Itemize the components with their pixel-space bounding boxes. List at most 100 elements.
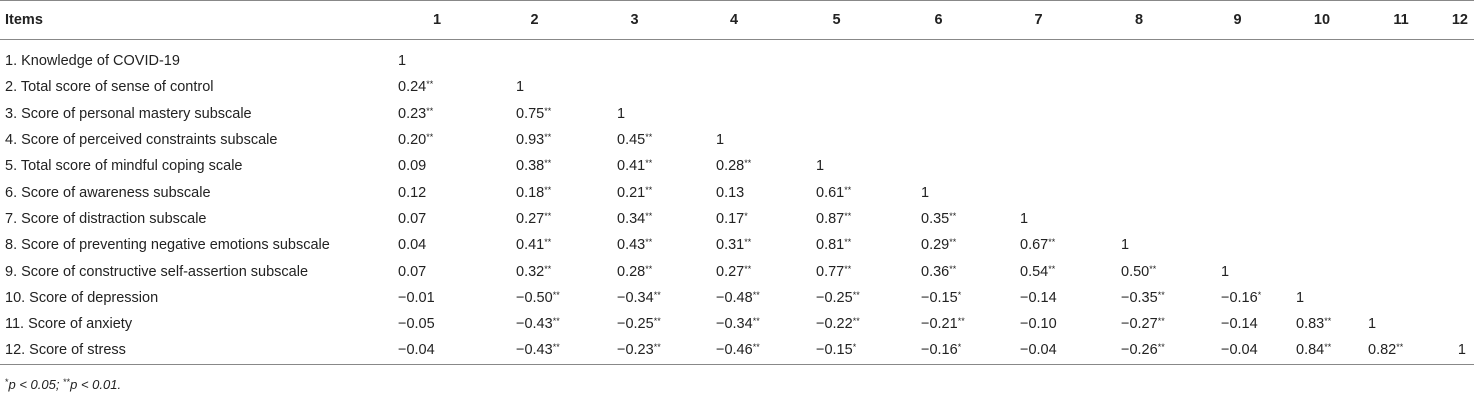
table-cell: −0.16*	[889, 337, 988, 365]
significance-marker: **	[1324, 342, 1332, 353]
table-cell	[1189, 74, 1286, 100]
table-cell: −0.25**	[784, 285, 889, 311]
cell-value: 1	[1296, 289, 1305, 306]
table-row: 3. Score of personal mastery subscale 0.2…	[0, 101, 1474, 127]
row-label: 6. Score of awareness subscale	[5, 184, 211, 201]
cell-value: 1	[816, 158, 825, 175]
table-cell: −0.27**	[1089, 311, 1189, 337]
table-cell: −0.43**	[484, 311, 585, 337]
table-cell	[1444, 127, 1474, 153]
table-cell	[1189, 153, 1286, 179]
table-cell	[1358, 127, 1444, 153]
significance-marker: **	[544, 237, 552, 248]
table-cell	[1444, 179, 1474, 205]
table-cell	[1286, 258, 1358, 284]
significance-marker: **	[852, 316, 860, 327]
table-cell	[1286, 206, 1358, 232]
significance-marker: **	[426, 132, 434, 143]
table-cell: 1	[1089, 232, 1189, 258]
significance-marker: **	[426, 105, 434, 116]
cell-value: 0.24	[398, 79, 427, 96]
significance-marker: **	[552, 342, 560, 353]
table-cell: −0.26**	[1089, 337, 1189, 365]
table-cell	[1358, 206, 1444, 232]
table-cell: 1	[1189, 258, 1286, 284]
cell-value: 0.82	[1368, 342, 1397, 359]
column-header-4: 4	[684, 0, 784, 40]
table-cell	[585, 74, 684, 100]
cell-value: 0.31	[716, 237, 745, 254]
table-cell	[1286, 101, 1358, 127]
footnote-text-single: p < 0.05;	[8, 376, 64, 392]
table-cell: −0.05	[390, 311, 484, 337]
significance-marker: **	[752, 316, 760, 327]
table-cell	[988, 74, 1089, 100]
table-cell: 0.45**	[585, 127, 684, 153]
table-cell	[1444, 258, 1474, 284]
significance-marker: **	[653, 316, 661, 327]
significance-marker: **	[544, 158, 552, 169]
table-cell	[1444, 153, 1474, 179]
row-label: 3. Score of personal mastery subscale	[5, 105, 252, 122]
table-cell	[988, 179, 1089, 205]
table-cell: 0.24**	[390, 74, 484, 100]
column-header-11: 11	[1358, 0, 1444, 40]
cell-value: 0.87	[816, 210, 845, 227]
table-row: 8. Score of preventing negative emotions…	[0, 232, 1474, 258]
table-cell: 0.32**	[484, 258, 585, 284]
column-header-2: 2	[484, 0, 585, 40]
significance-marker: **	[949, 237, 957, 248]
cell-value: 0.38	[516, 158, 545, 175]
cell-value: 0.67	[1020, 237, 1049, 254]
row-label: 11. Score of anxiety	[5, 316, 133, 333]
significance-marker: **	[552, 289, 560, 300]
significance-marker: **	[949, 263, 957, 274]
column-header-6: 6	[889, 0, 988, 40]
cell-value: 1	[1020, 210, 1029, 227]
cell-value: 0.27	[716, 263, 745, 280]
table-cell: 0.31**	[684, 232, 784, 258]
table-cell: 1	[1286, 285, 1358, 311]
table-cell: 0.38**	[484, 153, 585, 179]
table-row: 6. Score of awareness subscale 0.12 0.18**…	[0, 179, 1474, 205]
cell-value: −0.43	[516, 342, 553, 359]
significance-marker: **	[949, 210, 957, 221]
significance-marker: **	[544, 263, 552, 274]
significance-marker: **	[1157, 289, 1165, 300]
cell-value: −0.27	[1121, 316, 1158, 333]
table-row: 11. Score of anxiety −0.05 −0.43** −0.25** −…	[0, 311, 1474, 337]
table-cell	[1358, 285, 1444, 311]
table-cell	[1189, 179, 1286, 205]
table-cell	[889, 40, 988, 75]
table-cell	[1089, 153, 1189, 179]
table-cell: 1	[988, 206, 1089, 232]
significance-marker: **	[645, 210, 653, 221]
table-cell	[1358, 232, 1444, 258]
table-cell	[784, 101, 889, 127]
significance-marker: **	[645, 184, 653, 195]
table-cell	[784, 127, 889, 153]
table-cell: 0.18**	[484, 179, 585, 205]
cell-value: 0.07	[398, 210, 427, 227]
table-cell: 0.83**	[1286, 311, 1358, 337]
row-label: 5. Total score of mindful coping scale	[5, 158, 243, 175]
table-cell: −0.21**	[889, 311, 988, 337]
footnote: *p < 0.05; **p < 0.01.	[0, 377, 1474, 392]
items-column-header: Items	[0, 0, 390, 40]
table-cell: 0.61**	[784, 179, 889, 205]
significance-marker: *	[957, 289, 962, 300]
table-cell: 0.43**	[585, 232, 684, 258]
table-cell	[1286, 232, 1358, 258]
table-row: 5. Total score of mindful coping scale 0.…	[0, 153, 1474, 179]
significance-marker: **	[645, 263, 653, 274]
row-label: 4. Score of perceived constraints subsca…	[5, 132, 278, 149]
table-cell	[1358, 179, 1444, 205]
table-cell: 0.12	[390, 179, 484, 205]
footnote-symbol-single: *	[5, 376, 9, 387]
cell-value: −0.14	[1020, 289, 1057, 306]
cell-value: 0.36	[921, 263, 950, 280]
table-cell: 0.41**	[484, 232, 585, 258]
table-cell	[684, 74, 784, 100]
table-cell: 0.93**	[484, 127, 585, 153]
significance-marker: **	[544, 210, 552, 221]
